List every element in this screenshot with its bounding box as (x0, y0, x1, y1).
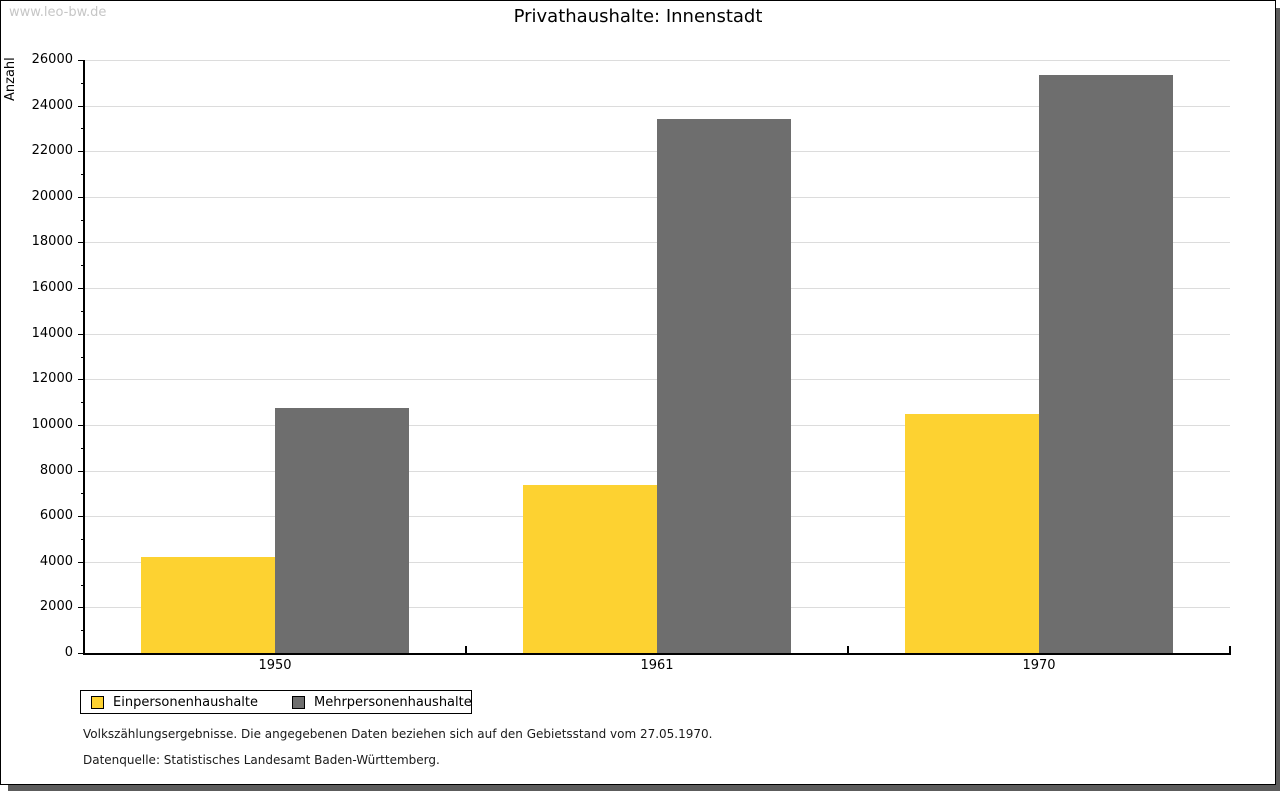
y-tick-label: 24000 (31, 98, 73, 113)
x-boundary-tick (847, 646, 849, 653)
x-tick-label: 1961 (640, 658, 674, 673)
y-major-tick (78, 562, 84, 563)
y-minor-tick (81, 220, 84, 221)
chart-title: Privathaushalte: Innenstadt (513, 6, 763, 27)
y-tick-label: 2000 (39, 599, 73, 614)
y-tick-label: 14000 (31, 326, 73, 341)
footnote-line1: Volkszählungsergebnisse. Die angegebenen… (83, 727, 713, 741)
y-tick-label: 6000 (39, 508, 73, 523)
bar-1950-Einpersonenhaushalte (141, 557, 275, 653)
y-major-tick (78, 60, 84, 61)
legend-label: Einpersonenhaushalte (113, 694, 258, 710)
y-major-tick (78, 151, 84, 152)
y-tick-label: 0 (64, 645, 73, 660)
footnote-line2: Datenquelle: Statistisches Landesamt Bad… (83, 753, 440, 767)
y-major-tick (78, 106, 84, 107)
legend-swatch-icon (292, 695, 305, 709)
y-tick-label: 26000 (31, 52, 73, 67)
legend: Einpersonenhaushalte Mehrpersonenhaushalt… (80, 690, 472, 714)
bar-1970-Einpersonenhaushalte (905, 414, 1039, 653)
y-tick-label: 22000 (31, 143, 73, 158)
y-minor-tick (81, 311, 84, 312)
y-major-tick (78, 425, 84, 426)
y-major-tick (78, 653, 84, 654)
bar-1961-Einpersonenhaushalte (523, 485, 657, 653)
bar-1970-Mehrpersonenhaushalte (1039, 75, 1173, 653)
y-major-tick (78, 197, 84, 198)
y-major-tick (78, 471, 84, 472)
bar-1950-Mehrpersonenhaushalte (275, 408, 409, 653)
y-minor-tick (81, 585, 84, 586)
y-tick-label: 20000 (31, 189, 73, 204)
legend-entry: Mehrpersonenhaushalte (292, 695, 472, 710)
window-shadow-right (1276, 8, 1280, 791)
y-tick-label: 8000 (39, 463, 73, 478)
gridline (84, 60, 1230, 61)
y-minor-tick (81, 448, 84, 449)
y-major-tick (78, 334, 84, 335)
x-boundary-tick (1229, 646, 1231, 653)
y-minor-tick (81, 493, 84, 494)
legend-label: Mehrpersonenhaushalte (314, 694, 472, 710)
y-minor-tick (81, 174, 84, 175)
y-tick-label: 10000 (31, 417, 73, 432)
y-tick-label: 12000 (31, 371, 73, 386)
x-boundary-tick (465, 646, 467, 653)
y-axis-line (83, 60, 85, 653)
y-major-tick (78, 379, 84, 380)
x-axis-line (83, 653, 1231, 655)
gridline (84, 106, 1230, 107)
legend-entry: Einpersonenhaushalte (91, 695, 258, 710)
y-tick-label: 18000 (31, 234, 73, 249)
y-minor-tick (81, 630, 84, 631)
y-minor-tick (81, 539, 84, 540)
y-tick-label: 16000 (31, 280, 73, 295)
y-minor-tick (81, 265, 84, 266)
y-minor-tick (81, 83, 84, 84)
y-major-tick (78, 516, 84, 517)
y-minor-tick (81, 128, 84, 129)
y-tick-label: 4000 (39, 554, 73, 569)
x-tick-label: 1950 (258, 658, 292, 673)
bar-1961-Mehrpersonenhaushalte (657, 119, 791, 653)
y-major-tick (78, 607, 84, 608)
window-shadow-bottom (8, 785, 1280, 791)
legend-swatch-icon (91, 695, 104, 709)
y-major-tick (78, 242, 84, 243)
y-major-tick (78, 288, 84, 289)
x-tick-label: 1970 (1022, 658, 1056, 673)
y-minor-tick (81, 402, 84, 403)
y-minor-tick (81, 357, 84, 358)
watermark: www.leo-bw.de (9, 5, 107, 20)
